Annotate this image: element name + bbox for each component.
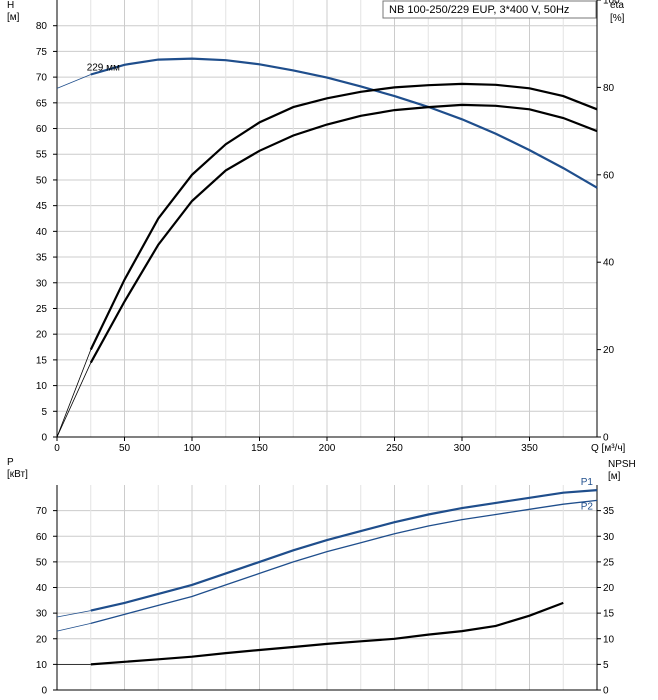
right-axis-unit: [м] xyxy=(608,471,621,482)
left-tick-label: 70 xyxy=(36,73,48,84)
left-tick-label: 35 xyxy=(36,253,48,264)
left-tick-label: 0 xyxy=(41,433,47,444)
series-line xyxy=(90,601,564,666)
x-tick-label: 250 xyxy=(386,443,403,454)
right-tick-label: 80 xyxy=(603,83,615,94)
series-line xyxy=(90,57,598,189)
right-tick-label: 20 xyxy=(603,345,615,356)
left-axis-unit: [м] xyxy=(7,12,20,23)
left-tick-label: 50 xyxy=(36,557,48,568)
left-tick-label: 80 xyxy=(36,21,48,32)
legend-text: NB 100-250/229 EUP, 3*400 V, 50Hz xyxy=(389,4,569,16)
x-tick-label: 150 xyxy=(251,443,268,454)
x-tick-label: 100 xyxy=(184,443,201,454)
left-axis-unit: [кВт] xyxy=(7,469,28,480)
left-axis-label: H xyxy=(7,0,14,11)
left-tick-label: 40 xyxy=(36,227,48,238)
curve-label-p2: P2 xyxy=(581,501,594,512)
curve-label-229: 229 мм xyxy=(87,62,120,73)
right-tick-label: 60 xyxy=(603,170,615,181)
x-axis-label: Q [м³/ч] xyxy=(591,443,626,454)
curve-label-p1: P1 xyxy=(581,477,594,488)
series-line xyxy=(89,82,598,351)
right-tick-label: 20 xyxy=(603,583,615,594)
series-line-extension xyxy=(56,623,91,632)
right-axis-unit: [%] xyxy=(610,13,625,24)
x-tick-label: 200 xyxy=(319,443,336,454)
left-axis-label: P xyxy=(7,457,14,468)
left-tick-label: 20 xyxy=(36,330,48,341)
left-tick-label: 10 xyxy=(36,660,48,671)
right-tick-label: 5 xyxy=(603,660,609,671)
left-tick-label: 30 xyxy=(36,609,48,620)
left-tick-label: 65 xyxy=(36,98,48,109)
x-tick-label: 0 xyxy=(54,443,60,454)
series-line xyxy=(90,499,598,625)
x-tick-label: 300 xyxy=(454,443,471,454)
right-axis-label: NPSH xyxy=(608,459,636,470)
left-tick-label: 40 xyxy=(36,583,48,594)
left-tick-label: 5 xyxy=(41,407,47,418)
series-line xyxy=(89,103,598,364)
left-tick-label: 0 xyxy=(41,686,47,697)
right-tick-label: 100 xyxy=(603,0,620,7)
right-tick-label: 0 xyxy=(603,433,609,444)
series-line xyxy=(90,489,598,612)
left-tick-label: 10 xyxy=(36,381,48,392)
series-line-extension xyxy=(56,349,92,438)
left-tick-label: 15 xyxy=(36,355,48,366)
right-axis-label: eta xyxy=(610,0,624,11)
left-tick-label: 75 xyxy=(36,47,48,58)
left-tick-label: 55 xyxy=(36,150,48,161)
right-tick-label: 30 xyxy=(603,532,615,543)
right-tick-label: 25 xyxy=(603,557,615,568)
right-tick-label: 0 xyxy=(603,686,609,697)
left-tick-label: 70 xyxy=(36,506,48,517)
left-tick-label: 20 xyxy=(36,634,48,645)
legend-box xyxy=(382,0,597,19)
right-tick-label: 15 xyxy=(603,609,615,620)
left-tick-label: 30 xyxy=(36,278,48,289)
series-line-extension xyxy=(56,610,91,618)
left-tick-label: 60 xyxy=(36,124,48,135)
x-tick-label: 350 xyxy=(521,443,538,454)
left-tick-label: 45 xyxy=(36,201,48,212)
right-tick-label: 10 xyxy=(603,634,615,645)
left-tick-label: 50 xyxy=(36,175,48,186)
x-tick-label: 50 xyxy=(119,443,131,454)
series-line-extension xyxy=(56,362,92,438)
right-tick-label: 40 xyxy=(603,258,615,269)
left-tick-label: 25 xyxy=(36,304,48,315)
series-line-extension xyxy=(56,74,91,89)
right-tick-label: 35 xyxy=(603,506,615,517)
left-tick-label: 60 xyxy=(36,532,48,543)
